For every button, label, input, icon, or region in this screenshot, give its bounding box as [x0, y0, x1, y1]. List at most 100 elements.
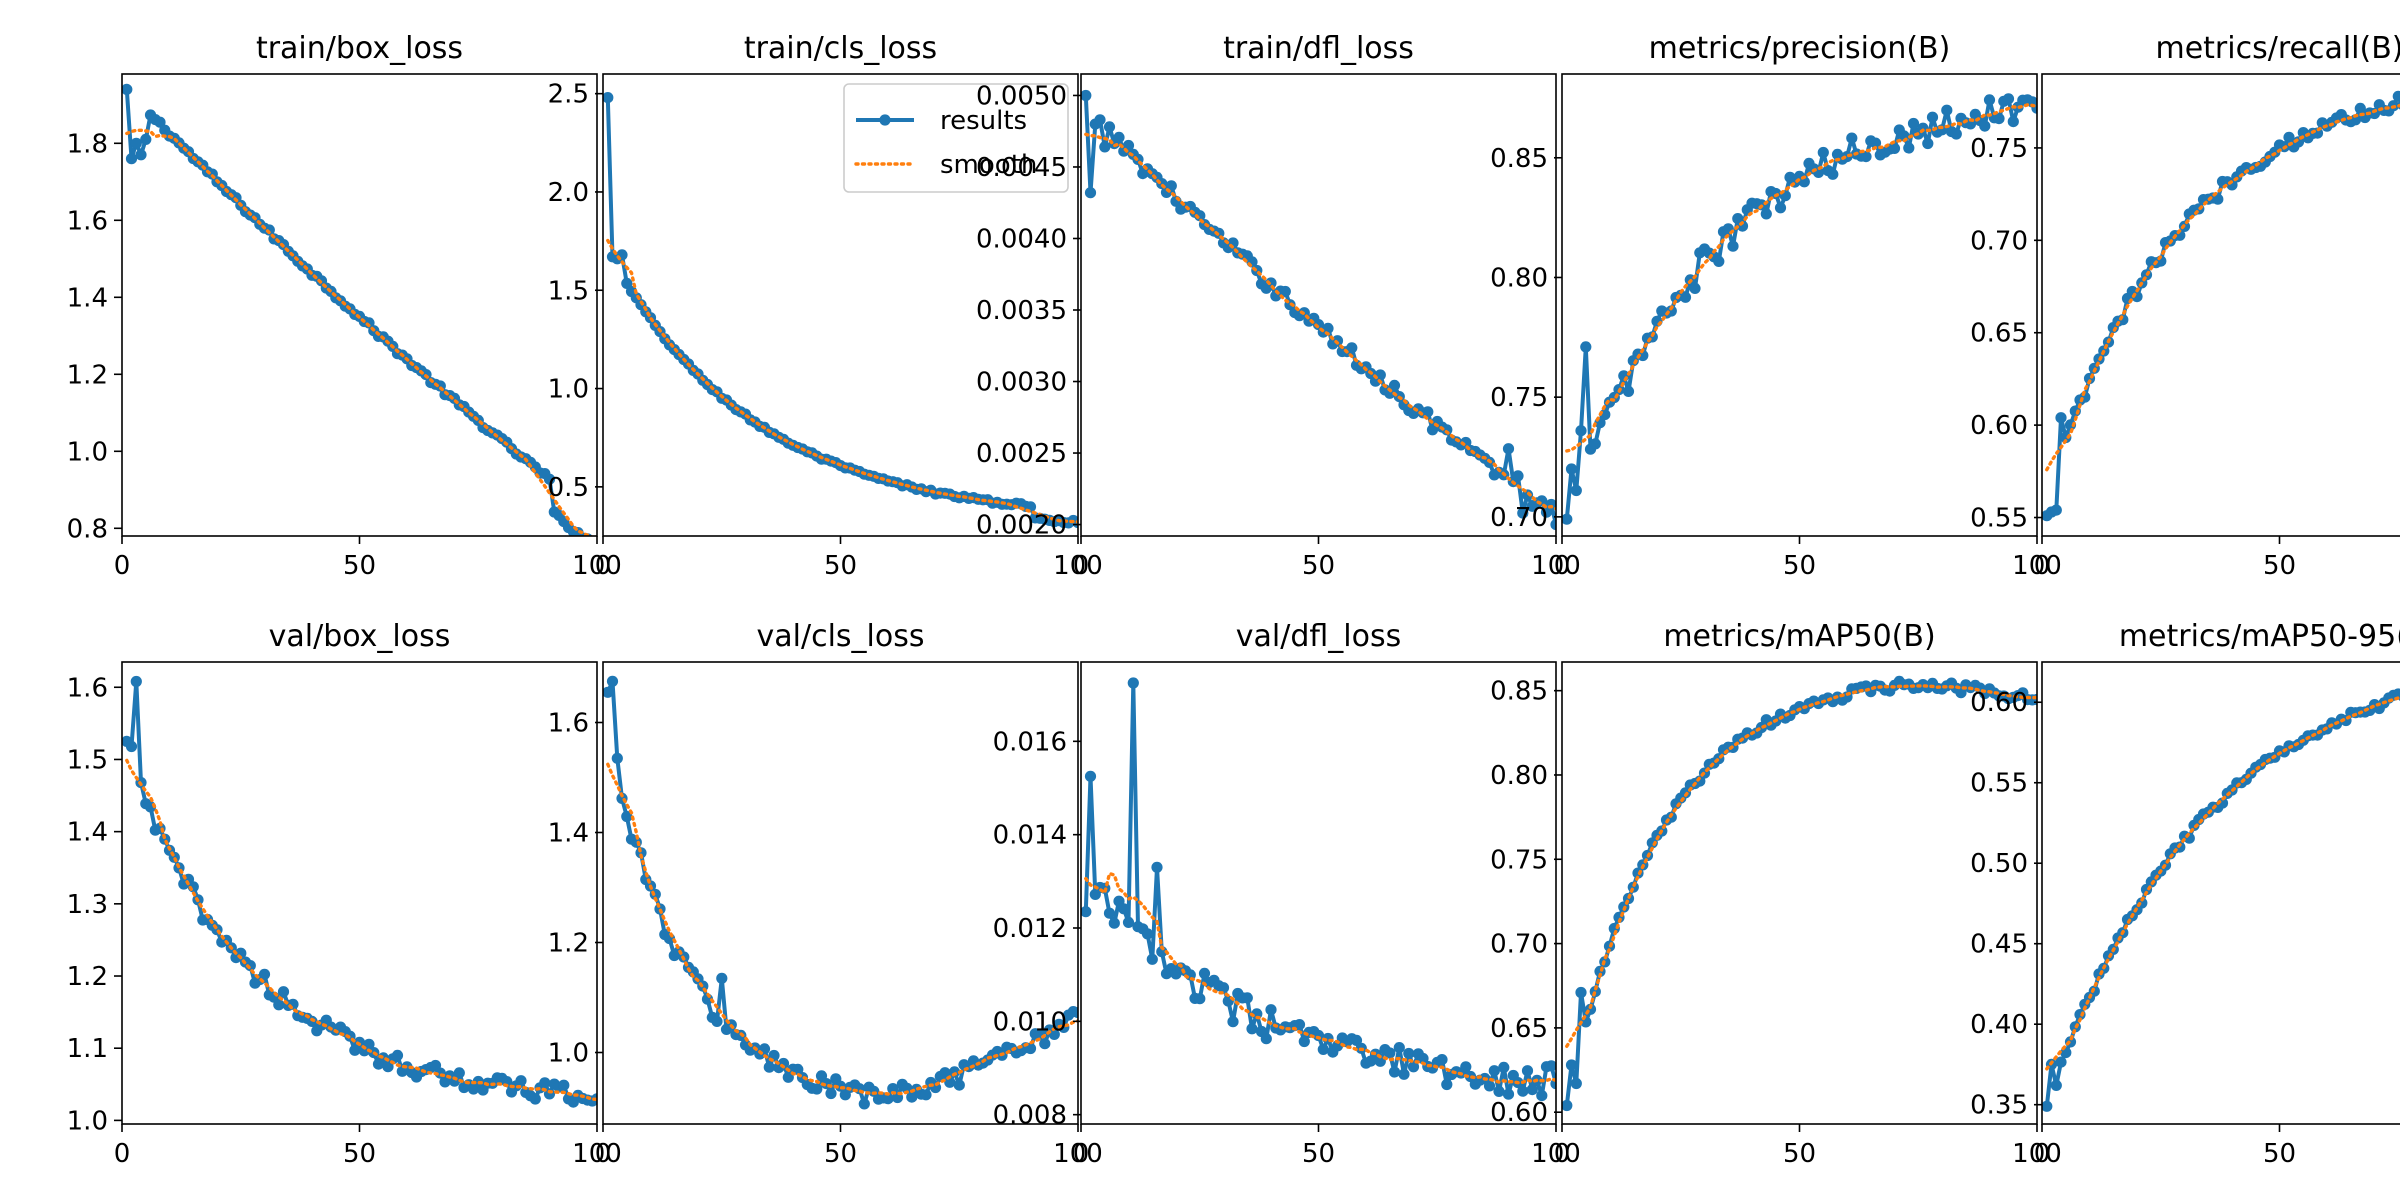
results-point: [1141, 928, 1154, 940]
results-point: [558, 1079, 570, 1091]
results-point: [1265, 277, 1277, 289]
x-tick-label: 50: [343, 1139, 376, 1169]
y-tick-label: 0.75: [1490, 383, 1548, 413]
subplot-3: train/dfl_loss 0 50 100 0.0020 0.0025 0.0030 0.…: [976, 31, 1581, 581]
axes-frame: [121, 661, 598, 1125]
x-tick-label: 50: [824, 1139, 857, 1169]
results-line: [2044, 692, 2400, 1107]
results-point: [920, 1089, 932, 1101]
results-point: [711, 1015, 723, 1027]
y-tick-label: 0.0045: [976, 153, 1067, 183]
plot-area: [603, 92, 1078, 529]
results-point: [825, 1087, 837, 1100]
results-point: [2283, 131, 2295, 143]
results-point: [1279, 285, 1291, 298]
x-tick-label: 100: [2012, 1139, 2062, 1169]
x-tick-label: 100: [1053, 1139, 1103, 1169]
results-point: [1827, 168, 1839, 180]
x-tick-label: 0: [114, 551, 131, 581]
results-point: [763, 1061, 775, 1073]
smooth-line: [125, 128, 595, 536]
y-tick-label: 1.0: [548, 375, 589, 405]
x-tick-label: 0: [1554, 551, 1571, 581]
y-tick-label: 1.5: [67, 745, 108, 775]
y-tick-label: 0.0020: [976, 511, 1067, 541]
subplot-title: val/cls_loss: [757, 619, 925, 654]
results-point: [1512, 470, 1524, 482]
y-tick-label: 0.010: [993, 1007, 1067, 1037]
results-point: [1488, 1065, 1500, 1077]
y-tick-label: 1.6: [548, 709, 589, 739]
results-point: [1118, 903, 1130, 915]
results-point: [2042, 1100, 2053, 1112]
results-point: [2354, 102, 2366, 114]
x-tick-label: 0: [1073, 1139, 1090, 1169]
axes-frame: [1561, 661, 2038, 1125]
results-point: [1393, 1042, 1405, 1054]
results-point: [1860, 151, 1872, 163]
results-point: [1565, 463, 1578, 475]
smooth-line: [125, 758, 597, 1101]
results-point: [1575, 425, 1587, 437]
results-point: [258, 968, 271, 980]
results-point: [1081, 906, 1092, 918]
results-point: [1493, 1085, 1505, 1097]
results-point: [2349, 114, 2362, 126]
y-tick-label: 0.0040: [976, 224, 1067, 254]
results-point: [1407, 1061, 1420, 1073]
x-tick-label: 100: [1531, 551, 1581, 581]
results-point: [1081, 89, 1092, 102]
results-point: [1517, 507, 1529, 519]
results-point: [1436, 1054, 1448, 1066]
subplot-6: val/box_loss 0 50 100 1.0 1.1 1.2 1.3 1.4 1.5 1.6: [67, 619, 622, 1169]
results-point: [939, 1067, 951, 1079]
y-tick-label: 1.2: [67, 962, 108, 992]
y-tick-label: 1.6: [67, 673, 108, 703]
plot-area: [2042, 90, 2400, 522]
results-point: [529, 1093, 541, 1105]
x-tick-label: 100: [572, 1139, 622, 1169]
x-tick-label: 50: [824, 551, 857, 581]
results-point: [1094, 114, 1106, 126]
y-tick-label: 0.70: [1490, 930, 1548, 960]
y-tick-label: 0.016: [993, 727, 1067, 757]
results-point: [1817, 146, 1829, 159]
results-point: [273, 999, 285, 1011]
y-tick-label: 0.60: [1970, 688, 2028, 718]
x-tick-label: 0: [2034, 551, 2051, 581]
plot-area: [1562, 93, 2037, 525]
x-tick-label: 100: [1053, 551, 1103, 581]
results-point: [1384, 1047, 1396, 1059]
results-point: [953, 1079, 965, 1091]
results-point: [1072, 517, 1078, 529]
results-point: [1322, 322, 1334, 334]
plot-area: [1081, 89, 1556, 531]
results-point: [1388, 379, 1401, 391]
subplot-10: metrics/mAP50-95(B) 0 50 100 0.35 0.40 0.45 0.5…: [1970, 619, 2400, 1169]
results-point: [621, 277, 633, 289]
results-point: [1103, 907, 1116, 919]
y-tick-label: 0.75: [1970, 134, 2028, 164]
results-point: [1562, 1099, 1573, 1112]
results-point: [2007, 116, 2019, 128]
y-tick-label: 1.6: [67, 206, 108, 236]
results-point: [1622, 385, 1635, 397]
results-point: [539, 1077, 551, 1089]
subplot-7: val/cls_loss 0 50 100 1.0 1.2 1.4 1.6: [548, 619, 1103, 1169]
results-point: [1084, 770, 1097, 782]
subplot-2: train/cls_loss 0 50 100 0.5 1.0 1.5 2.0 2.5 resul…: [548, 31, 1103, 581]
results-point: [1388, 1066, 1401, 1078]
y-tick-label: 0.0050: [976, 81, 1067, 111]
results-point: [1346, 342, 1358, 354]
y-tick-label: 0.014: [993, 821, 1067, 851]
x-tick-label: 50: [343, 551, 376, 581]
x-tick-label: 50: [2263, 1139, 2296, 1169]
results-point: [901, 1082, 913, 1094]
y-tick-label: 0.40: [1970, 1010, 2028, 1040]
results-point: [882, 1093, 894, 1105]
smooth-line: [606, 762, 1078, 1096]
results-line: [1564, 96, 2037, 520]
x-tick-label: 100: [572, 551, 622, 581]
smooth-line: [1084, 132, 1556, 511]
axes-frame: [1561, 73, 2038, 537]
